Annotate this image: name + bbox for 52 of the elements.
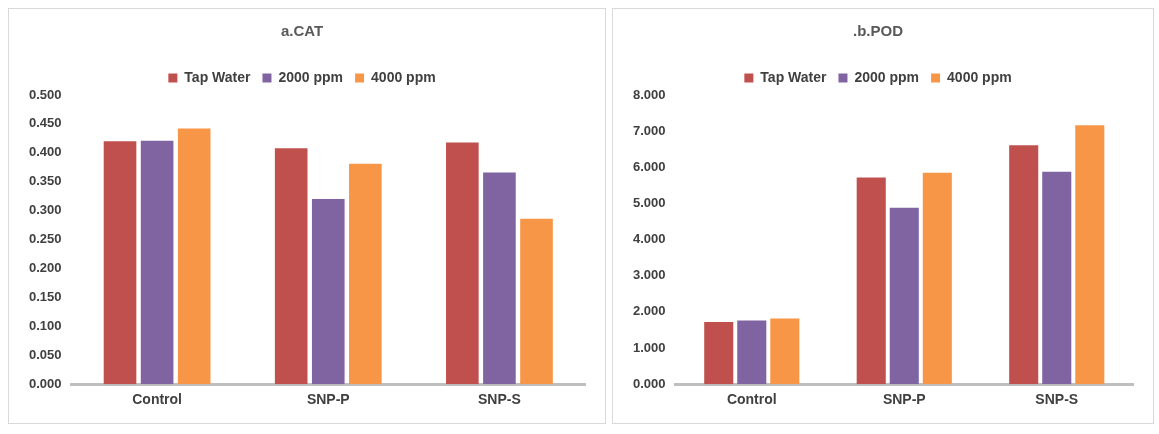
y-tick-label: 0.150 [28,289,62,305]
legend-label: 2000 ppm [854,68,920,85]
bar [737,320,767,385]
bar [177,128,211,385]
x-tick-label: SNP-P [306,391,350,408]
bar [922,172,952,385]
y-tick-label: 0.050 [28,346,62,362]
y-tick-label: 0.450 [28,115,62,131]
y-tick-label: 8.000 [632,86,666,102]
bar [1009,145,1039,385]
bar [140,140,174,385]
y-tick-label: 0.000 [28,375,62,391]
legend-label: Tap Water [184,68,252,85]
y-tick-label: 1.000 [632,339,666,355]
bar [1042,171,1072,385]
y-tick-label: 0.500 [28,86,62,102]
x-tick-label: SNP-S [478,391,521,408]
y-tick-label: 7.000 [632,122,666,138]
bar [770,318,800,385]
y-tick-label: 3.000 [632,267,666,283]
bar [889,207,919,385]
legend-label: 4000 ppm [371,68,436,85]
chart-title: a.CAT [280,22,324,40]
bar [446,142,479,385]
bar [520,218,553,385]
y-tick-label: 2.000 [632,303,666,319]
bar [856,177,886,385]
bar [349,163,382,385]
x-tick-label: Control [726,391,777,408]
y-tick-label: 5.000 [632,195,666,211]
y-tick-label: 0.250 [28,231,62,247]
legend-label: Tap Water [760,68,828,85]
y-tick-label: 0.350 [28,173,62,189]
chart-title: .b.POD [852,22,904,40]
legend-label: 4000 ppm [947,68,1012,85]
bar [483,172,516,385]
bar [274,148,308,385]
bar [1075,125,1105,385]
y-tick-label: 0.100 [28,317,62,333]
legend-label: 2000 ppm [278,68,344,85]
x-tick-label: SNP-P [882,391,926,408]
y-tick-label: 4.000 [632,231,666,247]
y-tick-label: 0.300 [28,202,62,218]
x-tick-label: SNP-S [1035,391,1079,408]
bar [103,141,137,385]
y-tick-label: 0.400 [28,144,62,160]
bar [704,322,734,385]
x-tick-label: Control [132,391,182,408]
y-tick-label: 6.000 [632,158,666,174]
y-tick-label: 0.200 [28,260,62,276]
y-tick-label: 0.000 [632,375,666,391]
bar [311,199,345,385]
